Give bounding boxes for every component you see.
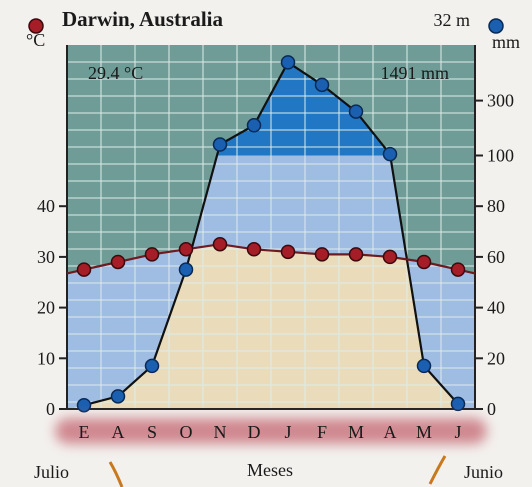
annual-precipitation-label: 1491 mm [380,63,449,83]
month-label: J [454,422,461,442]
right-tick-label: 80 [487,196,505,216]
end-month-label: Junio [464,462,503,482]
precipitation-point [212,137,228,152]
precipitation-points [76,55,466,413]
month-label: M [348,422,364,442]
precipitation-point [314,77,330,93]
month-label: O [180,422,193,442]
right-tick-label: 100 [487,146,514,166]
right-unit-label: mm [492,32,520,52]
month-label: D [248,422,261,442]
temperature-point [348,247,364,262]
month-label: E [79,422,90,442]
precipitation-line [83,60,459,407]
precipitation-point [280,55,296,70]
month-band-glow [55,418,487,444]
precipitation-point [144,358,160,374]
right-tick-label: 60 [487,247,505,267]
right-axis: 0 20 40 60 80 100 300 [474,45,514,419]
left-unit-label: °C [26,30,45,50]
temperature-legend-dot [28,18,44,34]
temperature-point [246,242,262,257]
temperature-point [212,236,228,252]
left-tick-label: 20 [37,298,55,318]
start-month-label: Julio [34,462,69,482]
superhumid-area [217,62,391,156]
right-tick-label: 300 [487,91,514,111]
left-tick-label: 10 [37,348,55,368]
temperature-point [382,249,398,265]
precipitation-point [416,358,432,374]
temperature-point [110,254,126,270]
x-axis-label: Meses [247,460,293,480]
temperature-point [416,254,432,270]
left-tick-label: 40 [37,196,55,216]
temperature-point [280,244,296,260]
precipitation-point [178,262,194,277]
chart-title: Darwin, Australia [62,7,224,31]
precipitation-point [110,389,126,404]
precipitation-point [76,397,92,413]
temperature-point [76,262,92,277]
temperature-point [314,247,330,262]
precipitation-point [450,396,466,412]
precipitation-point [382,146,398,162]
start-bracket-stroke [108,461,124,487]
mean-temperature-label: 29.4 °C [88,63,143,83]
temperature-points [76,236,466,277]
month-label: A [112,422,125,442]
precipitation-point [348,104,364,119]
temperature-point [144,247,160,262]
month-label: N [214,422,227,442]
left-tick-label: 30 [37,247,55,267]
month-label: J [284,422,291,442]
elevation-label: 32 m [433,10,470,30]
month-label: S [147,422,157,442]
right-tick-label: 20 [487,348,505,368]
month-label: A [384,422,397,442]
precipitation-legend-dot [488,18,504,34]
temperature-point [450,262,466,277]
end-bracket-stroke [428,455,447,485]
month-label: F [317,422,327,442]
right-tick-label: 0 [487,399,496,419]
temperature-point [178,242,194,257]
left-tick-label: 0 [46,399,55,419]
left-axis: 0 10 20 30 40 [37,45,68,419]
precipitation-point [246,118,262,133]
month-label: M [416,422,432,442]
right-tick-label: 40 [487,298,505,318]
